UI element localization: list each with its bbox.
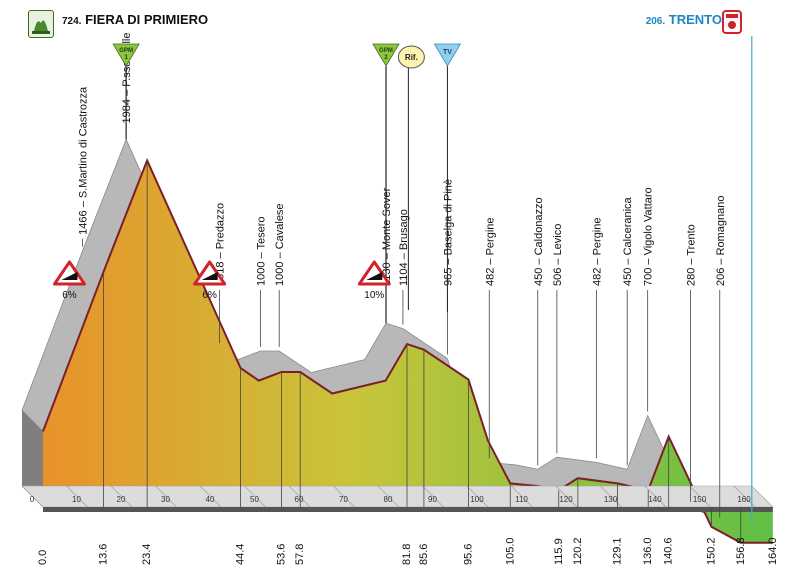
km-tick-label: 90 (428, 495, 437, 504)
waypoint-km-label: 44.4 (235, 544, 247, 565)
km-tick-label: 130 (604, 495, 618, 504)
waypoint-name-label: 280 – Trento (685, 224, 697, 286)
waypoint-name-label: 1466 – S.Martino di Castrozza (78, 86, 90, 235)
km-tick-label: 100 (470, 495, 484, 504)
km-tick-label: 30 (161, 495, 170, 504)
gpm-number: 1 (124, 55, 128, 61)
waypoint-km-label: 53.6 (276, 544, 288, 565)
finish-km-label: 206. (645, 16, 666, 27)
waypoint-km-label: 136.0 (642, 537, 654, 565)
gpm-triangle (372, 43, 400, 67)
km-tick-label: 70 (339, 495, 348, 504)
waypoint-name-label: 482 – Pergine (484, 218, 496, 287)
km-tick-line (377, 485, 400, 508)
km-tick-label: 20 (117, 495, 126, 504)
waypoint-name-label: 1104 – Brusago (398, 209, 410, 286)
tv-label: TV (443, 49, 452, 56)
km-tick-line (199, 485, 222, 508)
km-tick-line (555, 485, 578, 508)
km-tick-line (21, 485, 44, 508)
finish-name: TRENTO (668, 12, 722, 27)
feed-zone-badge (397, 45, 425, 69)
km-axis-base (43, 507, 773, 512)
finish-logo (722, 10, 742, 34)
finish-title: 206. TRENTO (646, 12, 722, 27)
feed-zone-label: Rif. (405, 53, 418, 62)
gpm-triangle (112, 43, 140, 67)
waypoint-name-label: 965 – Baselga di Pinè (442, 179, 454, 286)
km-tick-label: 50 (250, 495, 259, 504)
waypoint-name-label: 506 – Levico (552, 224, 564, 286)
start-title: 724. FIERA DI PRIMIERO (62, 12, 208, 27)
start-logo (28, 10, 54, 38)
gpm-number: 2 (384, 55, 388, 61)
gradient-sign-slope (61, 272, 78, 280)
gradient-sign-label: 6% (202, 290, 217, 301)
waypoint-km-label: 164.0 (767, 537, 779, 565)
km-tick-label: 120 (559, 495, 573, 504)
gradient-sign-slope (366, 272, 383, 280)
km-tick-line (244, 485, 266, 508)
waypoint-km-label: 105.0 (504, 537, 516, 565)
waypoint-km-label: 95.6 (462, 544, 474, 565)
waypoint-name-label: 1000 – Cavalese (274, 203, 286, 286)
km-tick-line (155, 485, 177, 508)
km-tick-line (422, 485, 444, 508)
waypoint-name-label: 450 – Calceranica (622, 196, 634, 286)
km-tick-label: 10 (72, 495, 81, 504)
waypoint-km-label: 57.8 (294, 544, 306, 565)
start-km-label: 724. (62, 16, 82, 27)
waypoint-km-label: 0.0 (37, 550, 49, 565)
waypoint-km-label: 150.2 (705, 537, 717, 565)
gpm-label: GPM (119, 48, 133, 54)
waypoint-km-label: 156.8 (735, 537, 747, 565)
km-tick-line (644, 485, 667, 508)
km-tick-line (66, 485, 88, 508)
waypoint-name-label: 450 – Caldonazzo (533, 197, 545, 286)
start-name: FIERA DI PRIMIERO (85, 12, 209, 27)
waypoint-name-label: 1130 – Monte Sover (381, 187, 393, 286)
waypoint-name-label: 700 – Vigolo Vattaro (643, 187, 655, 286)
waypoint-km-label: 140.6 (663, 537, 675, 565)
km-tick-label: 150 (693, 495, 707, 504)
km-tick-line (333, 485, 355, 508)
km-tick-label: 140 (648, 495, 662, 504)
gradient-sign-label: 10% (364, 290, 384, 301)
waypoint-name-label: 1000 – Tesero (256, 216, 268, 286)
km-tick-line (600, 485, 622, 508)
km-tick-line (511, 485, 533, 508)
km-tick-line (110, 485, 133, 508)
waypoint-km-label: 85.6 (418, 544, 430, 565)
km-tick-label: 40 (206, 495, 215, 504)
km-tick-line (689, 485, 711, 508)
waypoint-km-label: 23.4 (141, 544, 153, 565)
km-tick-line (466, 485, 489, 508)
km-tick-line (288, 485, 311, 508)
km-tick-label: 160 (737, 495, 751, 504)
km-tick-label: 110 (515, 495, 528, 504)
profile-side-wall (22, 410, 43, 507)
gradient-sign-slope (201, 272, 218, 280)
km-tick-label: 80 (384, 495, 393, 504)
waypoint-name-label: 206 – Romagnano (715, 195, 727, 286)
waypoint-km-label: 81.8 (401, 544, 413, 565)
waypoint-name-label: 482 – Pergine (591, 218, 603, 287)
waypoint-km-label: 115.9 (553, 538, 565, 565)
waypoint-km-label: 129.1 (611, 537, 623, 565)
km-tick-label: 60 (295, 495, 304, 504)
gpm-label: GPM (379, 48, 393, 54)
gradient-sign-label: 6% (62, 290, 77, 301)
waypoint-km-label: 13.6 (98, 544, 110, 565)
profile-front-face (43, 160, 773, 543)
km-tick-label: 0 (30, 495, 35, 504)
tv-triangle (433, 43, 462, 67)
waypoint-km-label: 120.2 (572, 537, 584, 565)
waypoint-name-label: 1018 – Predazzo (215, 203, 227, 286)
